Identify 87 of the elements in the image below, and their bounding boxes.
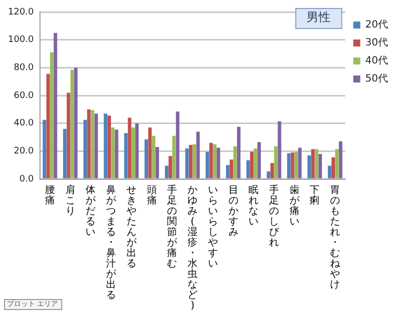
legend-label: 30代 — [365, 38, 388, 49]
x-tick-label: 手足のしびれ — [268, 184, 280, 248]
bar — [176, 112, 180, 178]
bar — [135, 123, 139, 178]
chart-title: 男性 — [306, 10, 330, 24]
bar — [314, 149, 318, 178]
y-tick-label: 80.0 — [14, 63, 34, 74]
bar — [70, 70, 74, 178]
bar — [287, 153, 291, 178]
bar — [83, 120, 87, 178]
x-tick-label: 目のかすみ — [228, 184, 238, 238]
x-tick-label: 手足の関節が痛む — [167, 184, 178, 270]
bar — [188, 144, 192, 178]
bar — [298, 148, 302, 178]
bar — [114, 130, 118, 178]
x-tick-label: 体がだるい — [86, 184, 97, 238]
bar — [74, 68, 78, 178]
bar — [107, 116, 111, 178]
bar — [257, 142, 261, 178]
bar — [192, 144, 196, 178]
bar — [148, 128, 152, 178]
y-tick-label: 60.0 — [14, 90, 34, 101]
bar — [164, 166, 168, 178]
x-tick-label: せきやたんが出る — [126, 184, 138, 270]
bar — [152, 136, 156, 178]
bar — [90, 110, 94, 178]
bar — [226, 165, 230, 178]
bar — [63, 128, 67, 178]
bar — [237, 126, 240, 178]
bar — [307, 155, 311, 178]
x-tick-label: いらいらしやすい — [208, 184, 218, 270]
bar — [278, 121, 282, 178]
bar — [338, 141, 342, 178]
bar — [246, 160, 250, 178]
category-label: 胃のもたれ・むねやけ — [330, 184, 340, 290]
bar — [274, 146, 278, 178]
y-tick-label: 120.0 — [8, 7, 34, 18]
bar — [104, 114, 108, 178]
y-tick-label: 100.0 — [8, 35, 34, 46]
bar — [335, 149, 339, 178]
legend-label: 40代 — [365, 56, 388, 67]
bar — [196, 132, 200, 178]
bar — [270, 162, 274, 178]
bar — [206, 152, 210, 178]
y-tick-label: 0.0 — [19, 174, 34, 184]
bar — [172, 136, 176, 178]
category-label: 鼻がつまる・鼻汁が出る — [106, 184, 116, 301]
x-tick-label: 頭痛 — [146, 184, 157, 206]
bar — [212, 144, 216, 178]
x-tick-label: 肩こり — [65, 184, 76, 217]
bar — [233, 146, 237, 178]
bar — [66, 92, 70, 178]
x-tick-label: 腰痛 — [44, 184, 55, 206]
bar — [209, 142, 213, 178]
bar — [87, 109, 91, 178]
bar — [290, 152, 294, 178]
bar — [46, 74, 50, 178]
bar — [318, 154, 322, 178]
bar — [54, 32, 58, 178]
y-tick-label: 40.0 — [14, 118, 34, 129]
bar — [266, 171, 270, 178]
x-tick-label: 眠れない — [248, 184, 259, 228]
legend-label: 20代 — [365, 20, 388, 31]
bar — [311, 149, 315, 178]
bar — [42, 120, 46, 178]
category-label: かゆみ(湿疹・水虫など) — [188, 184, 198, 312]
x-tick-label: 下痢 — [310, 184, 320, 206]
bar — [144, 139, 148, 178]
legend-label: 50代 — [365, 74, 388, 85]
bar — [111, 128, 115, 178]
bar — [216, 148, 220, 178]
x-tick-label: 歯が痛い — [289, 184, 300, 228]
bar — [94, 114, 98, 178]
bar — [185, 148, 189, 178]
bar — [230, 160, 234, 178]
bar — [128, 118, 132, 178]
bar — [50, 52, 54, 178]
bar — [250, 152, 254, 178]
bar — [132, 128, 135, 178]
bar — [156, 146, 160, 178]
bar — [328, 166, 332, 178]
bar — [332, 157, 335, 178]
y-tick-label: 20.0 — [14, 146, 34, 157]
bar — [294, 152, 298, 178]
bar — [124, 133, 128, 178]
bar — [254, 148, 258, 178]
bar — [168, 156, 172, 178]
